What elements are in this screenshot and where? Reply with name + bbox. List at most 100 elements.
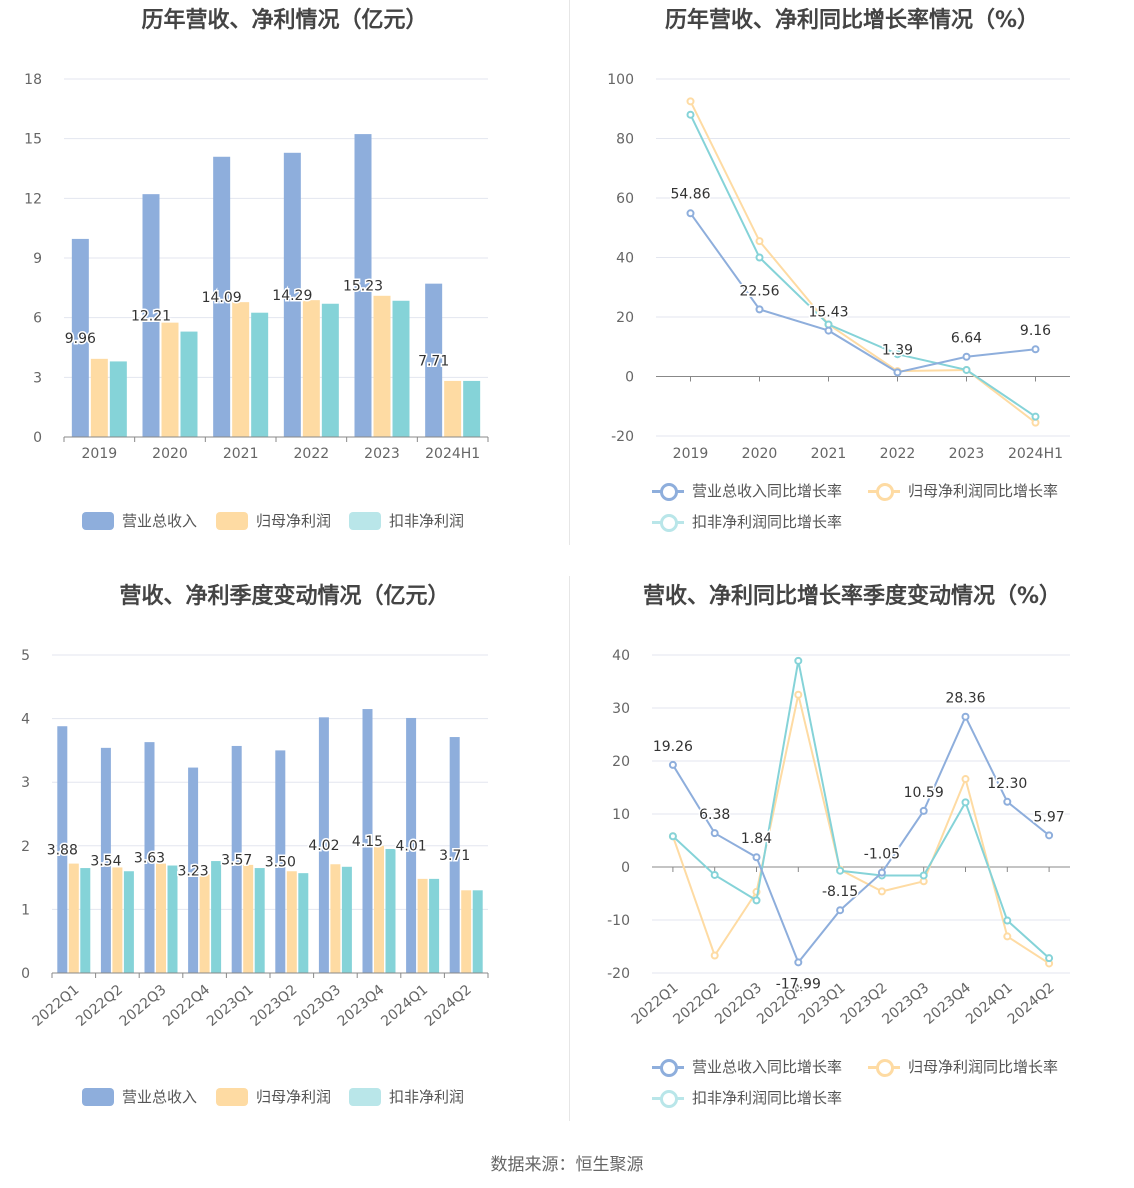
x-tick-label: 2023Q4 [335, 982, 388, 1030]
bar-0 [142, 194, 160, 437]
x-tick-label: 2021 [811, 446, 847, 462]
series-point-0 [961, 712, 970, 721]
series-point-1 [1003, 932, 1012, 941]
legend-label: 扣非净利润 [389, 1088, 465, 1106]
series-line-0 [672, 714, 1050, 965]
series-point-2 [752, 896, 761, 905]
legend-item-revenue[interactable]: 营业总收入 [82, 1086, 197, 1107]
y-tick-label: 18 [24, 72, 42, 88]
data-label: 3.23 [178, 863, 209, 879]
series-point-2 [1045, 954, 1054, 963]
legend-label: 营业总收入同比增长率 [692, 482, 843, 500]
legend: 营业总收入 归母净利润 扣非净利润 [0, 1084, 569, 1110]
y-tick-label: 60 [616, 191, 634, 207]
y-tick-label: 3 [33, 370, 42, 386]
legend: 营业总收入同比增长率 归母净利润同比增长率 扣非净利润同比增长率 [570, 1054, 1134, 1114]
series-point-2 [686, 110, 695, 119]
x-tick-label: 2023Q2 [248, 982, 301, 1030]
x-tick-label: 2022 [880, 446, 916, 462]
series-point-2 [755, 253, 764, 262]
quarterly-revenue-profit-chart: 营收、净利季度变动情况（亿元） 0 1 2 3 4 5 2022Q1 2022Q2 2022Q3… [0, 576, 569, 1121]
legend-label: 营业总收入 [122, 1088, 198, 1106]
legend-item-revenue-growth[interactable]: 营业总收入同比增长率 [652, 480, 842, 501]
x-tick-label: 2023Q1 [204, 982, 257, 1030]
bar-1 [199, 874, 210, 973]
chart-title: 历年营收、净利同比增长率情况（%） [664, 8, 1040, 33]
legend-item-deducted-profit-growth[interactable]: 扣非净利润同比增长率 [652, 511, 842, 532]
y-tick-label: -20 [611, 429, 634, 445]
data-label: 7.71 [418, 353, 449, 369]
bar-0 [283, 152, 301, 437]
series-point-2 [668, 832, 677, 841]
bar-1 [90, 358, 108, 437]
y-tick-label: 80 [616, 132, 634, 148]
series-point-0 [1031, 345, 1040, 354]
bar-2 [385, 848, 396, 973]
series-point-2 [962, 365, 971, 374]
legend-item-revenue-growth[interactable]: 营业总收入同比增长率 [652, 1056, 842, 1077]
chart-title: 营收、净利季度变动情况（亿元） [119, 584, 450, 609]
bar-1 [68, 863, 79, 973]
bar-2 [321, 303, 339, 437]
data-label: 15.23 [343, 279, 383, 295]
data-label: 3.88 [47, 843, 78, 859]
legend-item-net-profit[interactable]: 归母净利润 [216, 1086, 331, 1107]
legend-item-deducted-profit-growth[interactable]: 扣非净利润同比增长率 [652, 1087, 842, 1108]
bar-0 [213, 156, 231, 437]
y-tick-label: 15 [24, 132, 42, 148]
bar-0 [144, 742, 155, 973]
series-point-1 [710, 951, 719, 960]
bar-2 [472, 890, 483, 973]
series-point-1 [877, 887, 886, 896]
data-label: -17.99 [776, 976, 821, 992]
data-label: 3.54 [90, 853, 121, 869]
bar-0 [231, 745, 242, 973]
data-label: 3.63 [134, 851, 165, 867]
chart-title: 历年营收、净利情况（亿元） [141, 8, 428, 33]
series-point-0 [668, 760, 677, 769]
legend-item-revenue[interactable]: 营业总收入 [82, 510, 197, 531]
bar-1 [156, 863, 166, 973]
data-label: 4.15 [352, 834, 383, 850]
legend-item-net-profit[interactable]: 归母净利润 [216, 510, 331, 531]
data-label: 15.43 [808, 305, 848, 321]
data-label: 6.38 [699, 807, 730, 823]
series-point-1 [794, 690, 803, 699]
bar-2 [251, 312, 269, 437]
series-point-2 [961, 798, 970, 807]
panel-divider [569, 0, 570, 545]
legend-item-deducted-profit[interactable]: 扣非净利润 [349, 1086, 464, 1107]
y-tick-label: 1 [21, 902, 30, 918]
data-label: -8.15 [822, 884, 858, 900]
series-point-2 [710, 870, 719, 879]
data-label: 10.59 [904, 785, 944, 801]
series-point-0 [752, 853, 761, 862]
bar-0 [188, 767, 199, 973]
legend-label: 营业总收入同比增长率 [692, 1058, 843, 1076]
bar-2 [80, 868, 91, 973]
x-tick-label: 2024Q1 [378, 982, 431, 1030]
bar-0 [275, 750, 286, 973]
series-line-1 [671, 694, 1050, 965]
x-tick-label: 2021 [223, 446, 259, 462]
bar-2 [180, 331, 198, 437]
data-label: 9.16 [1020, 323, 1051, 339]
y-tick-label: 0 [21, 966, 30, 982]
series-line-1 [689, 100, 1037, 424]
series-point-2 [1031, 412, 1040, 421]
bar-2 [123, 871, 134, 973]
bar-0 [57, 726, 68, 973]
legend-item-net-profit-growth[interactable]: 归母净利润同比增长率 [868, 480, 1058, 501]
series-point-0 [1003, 797, 1012, 806]
legend-item-deducted-profit[interactable]: 扣非净利润 [349, 510, 464, 531]
bar-2 [392, 300, 410, 437]
series-point-0 [824, 326, 833, 335]
annual-revenue-profit-chart: 历年营收、净利情况（亿元） 0 3 6 9 12 15 18 2019 2020 2021 2022… [0, 0, 569, 545]
series-point-1 [961, 775, 970, 784]
bar-1 [373, 295, 391, 437]
x-tick-label: 2024Q2 [1005, 980, 1058, 1028]
annual-line-plot: -20 0 20 40 60 80 100 2019 2020 2021 2022 2023 2024H… [607, 72, 1070, 462]
data-label: 12.21 [131, 309, 171, 325]
legend-item-net-profit-growth[interactable]: 归母净利润同比增长率 [868, 1056, 1058, 1077]
data-label: 3.71 [439, 848, 470, 864]
